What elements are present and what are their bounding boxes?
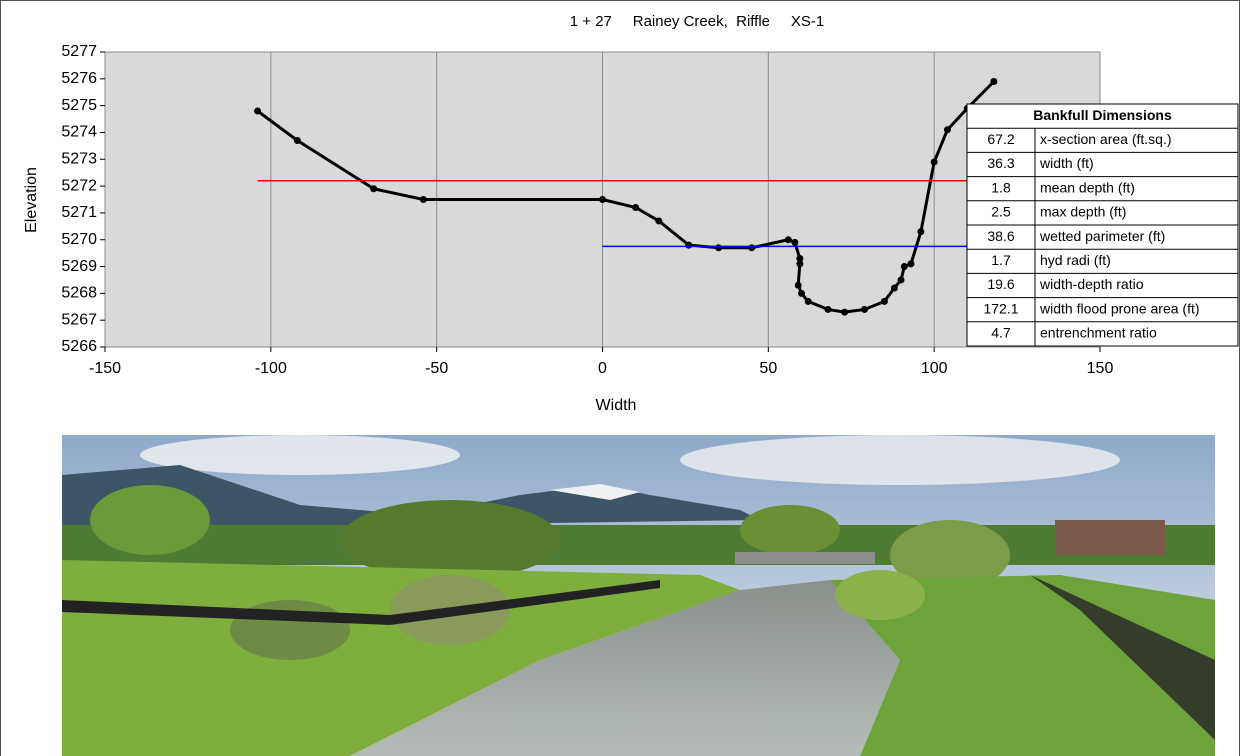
photo (62, 435, 1215, 756)
x-tick-label: 100 (921, 360, 948, 377)
marker (685, 241, 693, 249)
marker (943, 126, 951, 134)
marker (880, 297, 888, 305)
marker (794, 281, 802, 289)
y-tick-label: 5266 (61, 338, 97, 355)
marker (824, 305, 832, 313)
chart-title: 1 + 27 Rainey Creek, Riffle XS-1 (570, 13, 824, 30)
table-label: width flood prone area (ft) (1039, 300, 1200, 316)
marker (897, 276, 905, 284)
y-tick-label: 5269 (61, 258, 97, 275)
series-line (256, 80, 995, 314)
table-label: wetted parimeter (ft) (1039, 228, 1165, 244)
x-tick-label: -50 (425, 360, 448, 377)
marker (632, 204, 640, 212)
y-tick-label: 5270 (61, 231, 97, 248)
marker (715, 244, 723, 252)
marker (748, 244, 756, 252)
marker (890, 284, 898, 292)
y-tick-label: 5267 (61, 311, 97, 328)
y-tick-label: 5273 (61, 150, 97, 167)
marker (798, 289, 805, 297)
table-value: 2.5 (991, 204, 1011, 220)
table-label: width (ft) (1039, 155, 1094, 171)
marker (930, 158, 938, 166)
table-label: x-section area (ft.sq.) (1040, 131, 1172, 147)
x-tick-label: 50 (759, 360, 777, 377)
table-title: Bankfull Dimensions (1033, 107, 1172, 123)
y-tick-label: 5276 (61, 70, 97, 87)
marker (419, 196, 427, 203)
table-value: 1.8 (991, 179, 1011, 195)
table-value: 38.6 (987, 228, 1014, 244)
marker (990, 78, 998, 85)
marker (784, 236, 792, 244)
x-axis-label: Width (596, 397, 637, 414)
y-tick-label: 5277 (61, 43, 97, 60)
table-label: width-depth ratio (1039, 276, 1144, 292)
marker (907, 260, 915, 268)
marker (900, 263, 908, 271)
y-tick-label: 5272 (61, 177, 97, 194)
marker (599, 196, 606, 203)
marker (804, 297, 812, 305)
table-value: 1.7 (991, 252, 1011, 268)
marker (796, 260, 804, 268)
table-value: 172.1 (983, 300, 1018, 316)
marker (917, 228, 925, 236)
x-tick-label: 0 (598, 360, 607, 377)
table-label: max depth (ft) (1040, 204, 1126, 220)
marker (293, 137, 301, 144)
y-tick-label: 5268 (61, 285, 97, 302)
x-tick-label: -150 (89, 360, 121, 377)
marker (370, 185, 378, 193)
marker (791, 238, 799, 246)
x-tick-label: -100 (255, 360, 287, 377)
x-tick-label: 150 (1087, 360, 1114, 377)
table-label: mean depth (ft) (1040, 179, 1135, 195)
y-axis-label: Elevation (23, 167, 40, 233)
marker (254, 107, 262, 115)
plot: -150 -100 -50 0 50 100 150 5266 5267 5268 5269 5270… (61, 43, 1113, 377)
y-tick-label: 5274 (61, 124, 97, 141)
table-label: entrenchment ratio (1040, 325, 1157, 341)
marker (861, 305, 869, 313)
table-value: 67.2 (987, 131, 1014, 147)
table-value: 4.7 (991, 325, 1011, 341)
table-value: 36.3 (987, 155, 1014, 171)
marker (655, 217, 663, 225)
y-tick-label: 5271 (61, 204, 97, 221)
y-tick-label: 5275 (61, 97, 97, 114)
marker (796, 255, 804, 262)
table-label: hyd radi (ft) (1040, 252, 1111, 268)
marker (841, 308, 849, 316)
table-value: 19.6 (987, 276, 1014, 292)
table: Bankfull Dimensions 67.2 x-section area (f… (966, 103, 1239, 347)
